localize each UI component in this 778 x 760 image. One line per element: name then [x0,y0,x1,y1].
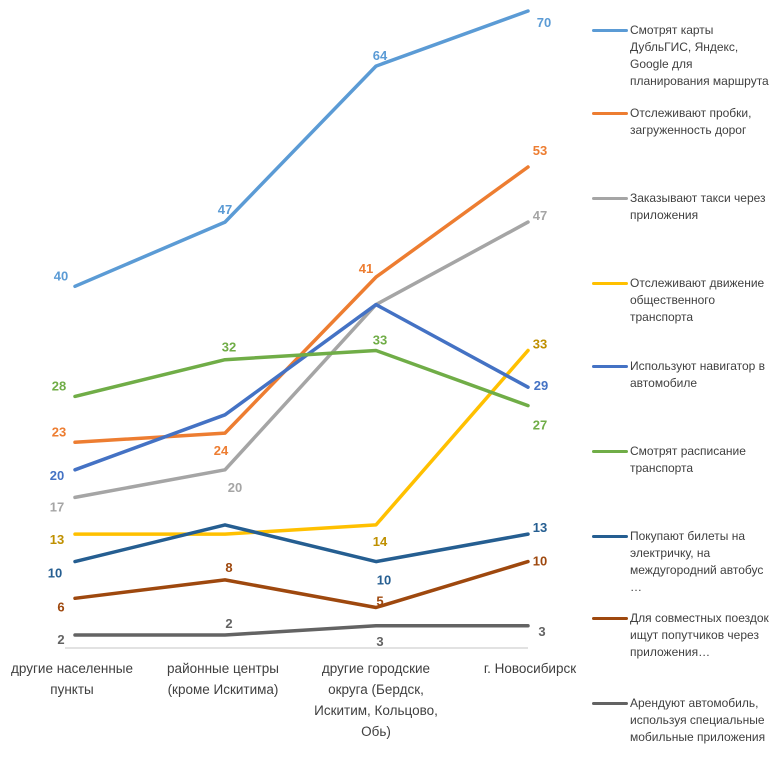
legend-line-marker [592,29,628,32]
data-label: 41 [359,261,373,276]
data-label: 53 [533,143,547,158]
legend-line-marker [592,197,628,200]
legend-label: Заказывают такси через приложения [630,191,766,222]
series-line-2 [73,165,530,445]
legend-label: Отслеживают движение общественного транспо… [630,276,765,324]
legend-label: Для совместных поездок ищут попутчиков че… [630,611,769,659]
data-label: 10 [533,554,547,569]
series-line-8 [73,559,530,610]
data-label: 13 [533,520,547,535]
data-label: 70 [537,15,551,30]
series-line-6 [73,348,530,408]
data-label: 3 [376,634,383,649]
data-label: 64 [373,48,388,63]
legend-label: Арендуют автомобиль, используя специальны… [630,696,766,744]
data-label: 24 [214,443,229,458]
category-label: районные центры (кроме Искитима) [167,661,279,697]
legend-line-marker [592,365,628,368]
data-label: 6 [57,599,64,614]
legend-line-marker [592,535,628,538]
legend-line-marker [592,282,628,285]
series-line-1 [73,9,530,289]
data-label: 33 [373,333,387,348]
data-label: 47 [218,202,232,217]
data-label: 2 [57,632,64,647]
data-label: 29 [534,378,548,393]
data-label: 10 [48,566,62,581]
legend-label: Смотрят карты ДубльГИС, Яндекс, Google для… [630,23,769,88]
series-line-9 [73,624,530,637]
legend-line-marker [592,702,628,705]
data-label: 5 [376,594,383,609]
data-label: 28 [52,378,66,393]
legend-label: Используют навигатор в автомобиле [630,359,766,390]
series-line-3 [73,220,530,500]
legend-label: Смотрят расписание транспорта [630,444,746,475]
series-layer [73,9,530,637]
category-label: г. Новосибирск [484,661,576,676]
data-label: 17 [50,499,64,514]
data-label: 10 [377,573,391,588]
data-label: 8 [225,560,232,575]
data-label: 32 [222,340,236,355]
legend-line-marker [592,450,628,453]
data-label: 13 [50,532,64,547]
category-label: другие населенные пункты [11,661,133,697]
data-label: 40 [54,268,68,283]
category-label: другие городские округа (Бердск, Искитим, … [314,661,438,739]
data-label: 2 [225,616,232,631]
category-axis-labels: другие населенные пункты районные центры (к… [11,661,576,739]
data-label: 3 [538,624,545,639]
data-label: 20 [50,468,64,483]
series-line-4 [73,348,530,536]
data-label: 14 [373,534,388,549]
data-label: 27 [533,418,547,433]
data-label: 47 [533,208,547,223]
legend-label: Покупают билеты на электричку, на междугор… [630,529,764,594]
data-label: 20 [228,480,242,495]
legend-line-marker [592,112,628,115]
series-line-7 [73,523,530,564]
series-line-5 [73,302,530,472]
data-label: 23 [52,424,66,439]
legend-label: Отслеживают пробки, загруженность дорог [630,106,752,137]
legend-line-marker [592,617,628,620]
data-label: 33 [533,337,547,352]
